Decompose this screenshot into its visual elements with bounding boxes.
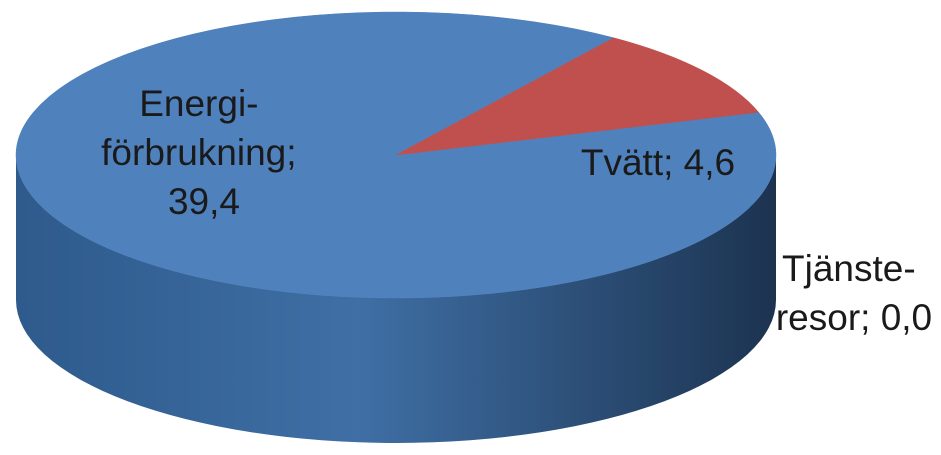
slice-label-energi-line-2: förbrukning; — [101, 132, 296, 173]
pie-top — [15, 11, 777, 299]
slice-label-energi-line-3: 39,4 — [168, 181, 240, 222]
slice-label-tjansteresor: Tjänste- resor; 0,0 — [776, 248, 932, 338]
slice-label-tvatt: Tvätt; 4,6 — [581, 142, 735, 183]
slice-label-energi: Energi- förbrukning; 39,4 — [101, 83, 307, 222]
slice-label-tvatt-line-1: Tvätt; 4,6 — [581, 142, 735, 183]
slice-label-energi-line-1: Energi- — [139, 83, 258, 124]
slice-label-tjansteresor-line-1: Tjänste- — [782, 248, 916, 289]
pie-slice-1 — [395, 37, 760, 156]
slice-label-tjansteresor-line-2: resor; 0,0 — [776, 297, 932, 338]
pie-side-wall — [16, 155, 776, 443]
pie-side-wall-shape — [16, 155, 776, 443]
slice-labels: Energi- förbrukning; 39,4 Tvätt; 4,6 Tjä… — [101, 83, 932, 338]
